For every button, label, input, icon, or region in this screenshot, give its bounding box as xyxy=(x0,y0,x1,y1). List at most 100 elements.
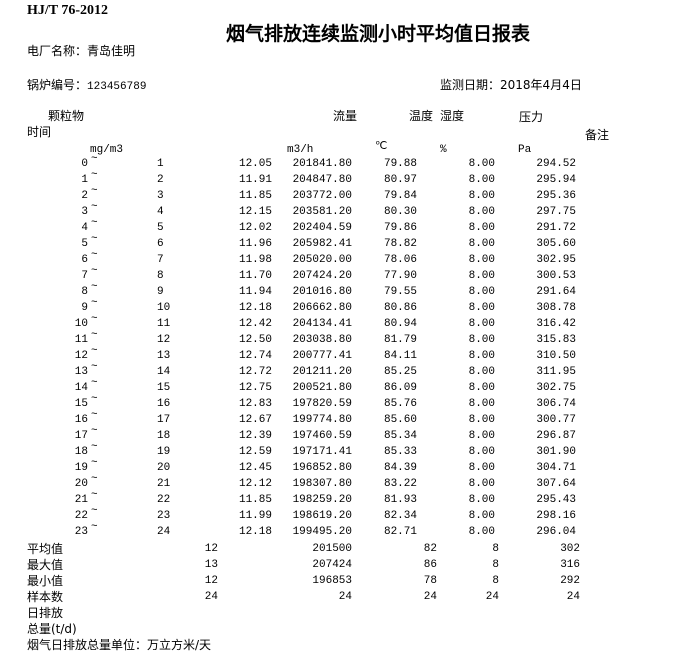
pressure-value: 302.75 xyxy=(536,382,576,394)
summary-pressure: 316 xyxy=(560,559,580,571)
summary-label: 最小值 xyxy=(27,574,64,588)
boiler-label: 锅炉编号：123456789 xyxy=(27,78,146,94)
humidity-value: 8.00 xyxy=(468,430,495,442)
humidity-value: 8.00 xyxy=(468,302,495,314)
pressure-value: 295.43 xyxy=(536,494,576,506)
summary-particulate: 13 xyxy=(204,559,218,571)
hour-start: 10 xyxy=(74,318,88,330)
report-title: 烟气排放连续监测小时平均值日报表 xyxy=(226,23,531,45)
flow-value: 205020.00 xyxy=(292,254,352,266)
boiler-label-text: 锅炉编号： xyxy=(27,78,88,92)
hour-end: 11 xyxy=(157,318,171,330)
summary-flow: 196853 xyxy=(312,575,352,587)
hour-start: 19 xyxy=(74,462,88,474)
flow-value: 204134.41 xyxy=(292,318,352,330)
hour-end: 12 xyxy=(157,334,171,346)
range-tilde: ~ xyxy=(91,489,98,501)
pressure-value: 302.95 xyxy=(536,254,576,266)
plant-name: 电厂名称：青岛佳明 xyxy=(27,44,136,58)
hour-end: 17 xyxy=(157,414,171,426)
temperature-value: 84.11 xyxy=(383,350,417,362)
pressure-value: 308.78 xyxy=(536,302,576,314)
col-pressure: 压力 xyxy=(519,110,544,124)
pressure-value: 295.94 xyxy=(536,174,576,186)
monitor-date: 监测日期：2018年4月4日 xyxy=(440,78,582,92)
flow-value: 197460.59 xyxy=(292,430,352,442)
temperature-value: 79.84 xyxy=(383,190,417,202)
hour-start: 23 xyxy=(74,526,88,538)
temperature-value: 85.76 xyxy=(383,398,417,410)
col-time: 时间 xyxy=(27,125,52,139)
range-tilde: ~ xyxy=(91,217,98,229)
particulate-value: 12.59 xyxy=(238,446,272,458)
particulate-value: 11.98 xyxy=(238,254,272,266)
humidity-value: 8.00 xyxy=(468,254,495,266)
temperature-value: 85.25 xyxy=(383,366,417,378)
hour-start: 4 xyxy=(81,222,88,234)
humidity-value: 8.00 xyxy=(468,174,495,186)
summary-label: 总量(t/d) xyxy=(27,622,77,636)
unit-particulate: mg/m3 xyxy=(90,144,124,156)
pressure-value: 310.50 xyxy=(536,350,576,362)
temperature-value: 78.82 xyxy=(383,238,417,250)
humidity-value: 8.00 xyxy=(468,238,495,250)
humidity-value: 8.00 xyxy=(468,462,495,474)
pressure-value: 300.53 xyxy=(536,270,576,282)
hour-start: 20 xyxy=(74,478,88,490)
pressure-value: 301.90 xyxy=(536,446,576,458)
range-tilde: ~ xyxy=(91,409,98,421)
hour-end: 10 xyxy=(157,302,171,314)
particulate-value: 12.50 xyxy=(238,334,272,346)
hour-start: 22 xyxy=(74,510,88,522)
particulate-value: 12.05 xyxy=(238,158,272,170)
flow-value: 200521.80 xyxy=(292,382,352,394)
humidity-value: 8.00 xyxy=(468,478,495,490)
flow-value: 201211.20 xyxy=(292,366,352,378)
summary-temperature: 82 xyxy=(423,543,437,555)
pressure-value: 300.77 xyxy=(536,414,576,426)
temperature-value: 86.09 xyxy=(383,382,417,394)
hour-end: 19 xyxy=(157,446,171,458)
boiler-id: 123456789 xyxy=(87,81,147,93)
col-humidity: 湿度 xyxy=(440,109,465,123)
flow-value: 196852.80 xyxy=(292,462,352,474)
flow-value: 203581.20 xyxy=(292,206,352,218)
col-temperature: 温度 xyxy=(409,109,434,123)
particulate-value: 11.85 xyxy=(238,494,272,506)
unit-humidity: % xyxy=(440,144,447,156)
particulate-value: 12.72 xyxy=(238,366,272,378)
range-tilde: ~ xyxy=(91,441,98,453)
flow-value: 198259.20 xyxy=(292,494,352,506)
hour-start: 9 xyxy=(81,302,88,314)
range-tilde: ~ xyxy=(91,233,98,245)
summary-temperature: 24 xyxy=(423,591,437,603)
hour-end: 21 xyxy=(157,478,171,490)
flow-value: 201016.80 xyxy=(292,286,352,298)
hour-start: 11 xyxy=(74,334,88,346)
pressure-value: 307.64 xyxy=(536,478,576,490)
pressure-value: 295.36 xyxy=(536,190,576,202)
particulate-value: 12.67 xyxy=(238,414,272,426)
range-tilde: ~ xyxy=(91,473,98,485)
summary-flow: 201500 xyxy=(312,543,352,555)
hour-end: 2 xyxy=(157,174,164,186)
flow-value: 205982.41 xyxy=(292,238,352,250)
hour-end: 20 xyxy=(157,462,171,474)
particulate-value: 12.39 xyxy=(238,430,272,442)
humidity-value: 8.00 xyxy=(468,494,495,506)
range-tilde: ~ xyxy=(91,329,98,341)
hour-end: 1 xyxy=(157,158,164,170)
temperature-value: 78.06 xyxy=(383,254,417,266)
hour-start: 17 xyxy=(74,430,88,442)
hour-end: 18 xyxy=(157,430,171,442)
flow-value: 198307.80 xyxy=(292,478,352,490)
particulate-value: 11.99 xyxy=(238,510,272,522)
hour-end: 9 xyxy=(157,286,164,298)
hour-end: 7 xyxy=(157,254,164,266)
hour-start: 7 xyxy=(81,270,88,282)
hour-end: 14 xyxy=(157,366,171,378)
temperature-value: 77.90 xyxy=(383,270,417,282)
temperature-value: 80.30 xyxy=(383,206,417,218)
pressure-value: 311.95 xyxy=(536,366,576,378)
hour-end: 8 xyxy=(157,270,164,282)
